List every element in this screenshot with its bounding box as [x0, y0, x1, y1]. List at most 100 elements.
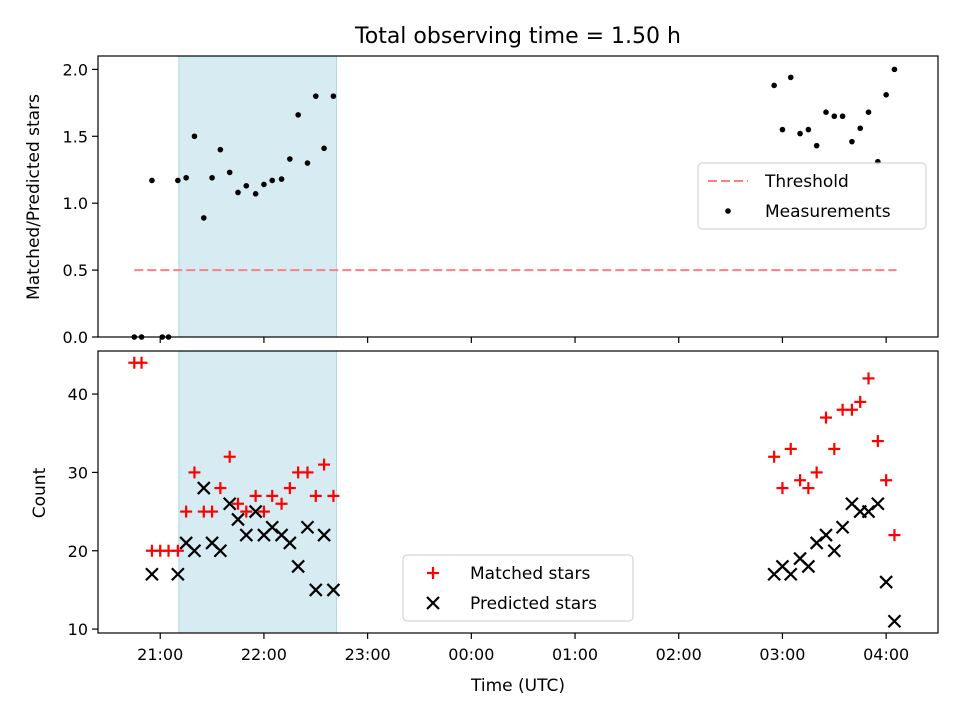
- predicted-star-point: [871, 496, 885, 511]
- predicted-star-point: [239, 528, 254, 542]
- legend-measurements-swatch: [725, 208, 731, 214]
- predicted-star-point: [145, 567, 159, 582]
- predicted-star-point: [317, 528, 331, 542]
- top-y-tick-label: 2.0: [63, 60, 88, 79]
- x-tick-label: 01:00: [552, 645, 598, 664]
- measurement-point: [252, 191, 259, 197]
- measurement-point: [805, 126, 812, 133]
- matched-star-point: [871, 435, 884, 448]
- matched-star-point: [828, 442, 841, 455]
- matched-star-point: [188, 466, 201, 479]
- x-tick-label: 04:00: [863, 645, 909, 664]
- top-panel: 0.00.51.01.52.0 Matched/Predicted stars …: [24, 55, 939, 347]
- matched-star-point: [309, 489, 322, 502]
- predicted-star-point: [887, 614, 902, 629]
- measurement-point: [779, 126, 786, 133]
- predicted-star-point: [835, 520, 850, 535]
- predicted-star-point: [196, 481, 211, 495]
- predicted-star-point: [248, 504, 263, 519]
- predicted-star-point: [213, 543, 228, 558]
- predicted-star-point: [222, 496, 237, 511]
- matched-star-point: [810, 466, 823, 479]
- legend-matched-label: Matched stars: [470, 564, 590, 584]
- measurement-point: [813, 142, 820, 149]
- matched-star-point: [888, 529, 901, 542]
- matched-star-point: [223, 450, 236, 463]
- predicted-star-point: [801, 559, 816, 574]
- x-tick-label: 23:00: [345, 645, 391, 664]
- measurement-point: [849, 138, 855, 145]
- measurement-point: [797, 130, 803, 137]
- bottom-y-axis-label: Count: [30, 467, 50, 518]
- legend-matched-swatch: [427, 567, 439, 579]
- top-y-tick-label: 1.5: [63, 127, 88, 146]
- legend-predicted-label: Predicted stars: [470, 594, 597, 614]
- matched-star-point: [171, 544, 184, 557]
- legend-predicted-swatch: [426, 596, 440, 610]
- measurement-point: [891, 66, 898, 73]
- predicted-star-point: [231, 512, 245, 527]
- measurement-point: [771, 82, 777, 89]
- measurement-point: [269, 177, 276, 184]
- matched-star-point: [232, 497, 244, 510]
- top-plot-frame: [97, 55, 939, 338]
- measurement-point: [831, 113, 838, 120]
- matched-star-point: [880, 474, 893, 487]
- predicted-star-point: [326, 583, 341, 597]
- measurement-point: [243, 182, 250, 189]
- matched-star-point: [249, 489, 262, 502]
- bottom-plot-frame: [97, 350, 939, 634]
- measurement-point: [226, 169, 233, 176]
- bottom-y-tick-label: 30: [68, 463, 88, 482]
- matched-star-point: [820, 411, 832, 424]
- matched-star-point: [257, 505, 270, 518]
- matched-star-point: [240, 505, 253, 518]
- bottom-y-tick-label: 20: [68, 542, 88, 561]
- highlight-span: [178, 350, 338, 634]
- x-tick-label: 03:00: [759, 645, 805, 664]
- x-tick-label: 02:00: [656, 645, 702, 664]
- measurement-point: [295, 112, 301, 118]
- measurement-point: [883, 92, 889, 98]
- predicted-star-point: [783, 567, 798, 582]
- matched-star-point: [794, 474, 807, 487]
- matched-star-point: [768, 450, 781, 463]
- legend-threshold-label: Threshold: [764, 172, 849, 192]
- x-axis-label: Time (UTC): [470, 676, 565, 696]
- matched-star-point: [845, 403, 858, 416]
- measurement-point: [278, 176, 285, 182]
- measurement-point: [823, 109, 829, 115]
- top-y-axis-label: Matched/Predicted stars: [24, 94, 44, 300]
- matched-star-point: [784, 442, 797, 455]
- predicted-star-point: [827, 543, 842, 558]
- predicted-star-point: [283, 536, 297, 550]
- matched-star-point: [206, 505, 219, 518]
- predicted-star-point: [308, 583, 323, 597]
- matched-star-point: [318, 458, 331, 471]
- measurement-point: [200, 215, 207, 221]
- measurement-point: [857, 125, 864, 132]
- matched-star-point: [327, 489, 340, 502]
- measurement-point: [287, 156, 293, 162]
- x-tick-label: 21:00: [137, 645, 183, 664]
- top-legend: Threshold Measurements: [697, 162, 927, 230]
- matched-star-point: [266, 489, 279, 502]
- measurement-point: [839, 113, 846, 120]
- measurement-point: [312, 93, 319, 99]
- matched-star-point: [301, 466, 314, 479]
- measurement-point: [209, 174, 215, 181]
- chart-title: Total observing time = 1.50 h: [354, 24, 681, 49]
- top-y-tick-label: 1.0: [63, 194, 88, 213]
- predicted-star-point: [819, 528, 833, 542]
- legend-measurements-label: Measurements: [765, 202, 891, 222]
- measurement-point: [330, 93, 337, 99]
- top-y-tick-label: 0.0: [63, 328, 88, 347]
- bottom-y-tick-label: 10: [68, 620, 88, 639]
- matched-star-point: [776, 482, 789, 495]
- measurement-point: [787, 74, 794, 81]
- measurement-point: [191, 133, 198, 140]
- measurement-point: [235, 189, 241, 196]
- matched-star-point: [180, 505, 193, 518]
- measurement-point: [261, 181, 267, 188]
